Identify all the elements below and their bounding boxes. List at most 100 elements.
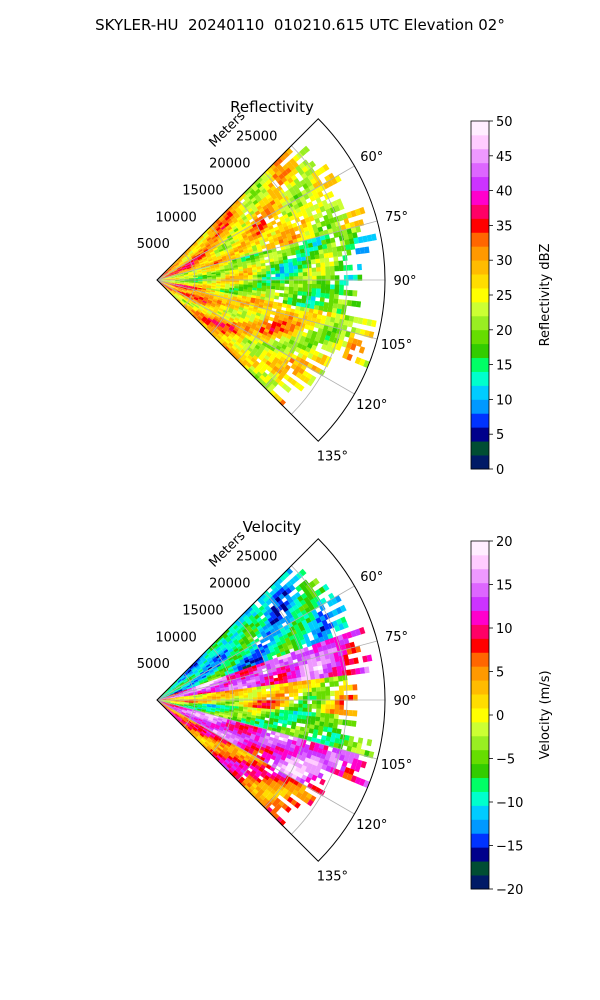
echo-cell <box>219 293 224 297</box>
echo-cell <box>341 229 348 236</box>
echo-cell <box>243 337 249 343</box>
echo-cell <box>170 696 175 698</box>
echo-cell <box>293 226 300 232</box>
echo-cell <box>271 780 278 787</box>
echo-cell <box>221 719 227 723</box>
echo-cell <box>184 294 190 298</box>
echo-cell <box>196 736 202 741</box>
echo-cell <box>186 300 191 305</box>
echo-cell <box>260 344 266 350</box>
echo-cell <box>161 281 166 284</box>
echo-cell <box>194 732 199 737</box>
echo-cell <box>208 659 214 665</box>
echo-cell <box>190 665 195 670</box>
echo-cell <box>217 298 223 302</box>
echo-cell <box>255 791 263 798</box>
echo-cell <box>299 306 305 312</box>
echo-cell <box>233 687 239 691</box>
echo-cell <box>289 728 296 734</box>
echo-cell <box>258 329 265 335</box>
echo-cell <box>287 678 293 684</box>
echo-cell <box>239 700 244 703</box>
echo-cell <box>192 718 198 722</box>
echo-cell <box>255 777 262 784</box>
echo-cell <box>299 726 305 732</box>
echo-cell <box>238 704 244 708</box>
echo-cell <box>200 672 206 677</box>
echo-cell <box>197 240 203 245</box>
echo-cell <box>226 749 233 754</box>
echo-cell <box>166 698 171 700</box>
echo-cell <box>209 294 215 298</box>
echo-cell <box>198 306 204 310</box>
echo-cell <box>302 264 308 270</box>
echo-cell <box>261 697 267 701</box>
echo-cell <box>165 696 171 699</box>
azimuth-tick-label: 90° <box>393 274 416 289</box>
echo-cell <box>305 641 312 648</box>
echo-cell <box>161 276 166 279</box>
echo-cell <box>221 243 227 248</box>
echo-cell <box>207 677 213 681</box>
echo-cell <box>237 245 243 250</box>
echo-cell <box>258 788 265 795</box>
echo-cell <box>233 211 239 218</box>
echo-cell <box>253 374 260 381</box>
echo-cell <box>184 702 189 705</box>
echo-cell <box>215 748 221 754</box>
echo-cell <box>195 665 201 670</box>
echo-cell <box>160 274 165 278</box>
echo-cell <box>261 288 267 292</box>
echo-cell <box>269 258 275 263</box>
echo-cell <box>270 288 276 293</box>
echo-cell <box>233 327 239 333</box>
echo-cell <box>264 676 270 681</box>
echo-cell <box>352 290 358 297</box>
echo-cell <box>246 774 253 781</box>
echo-cell <box>257 643 263 649</box>
echo-cell <box>165 702 171 705</box>
echo-cell <box>265 772 272 778</box>
echo-cell <box>306 238 313 245</box>
echo-cell <box>195 684 201 688</box>
echo-cell <box>227 246 233 251</box>
echo-cell <box>192 314 197 319</box>
echo-cell <box>262 596 270 603</box>
echo-cell <box>298 703 303 709</box>
echo-cell <box>203 652 208 658</box>
echo-cell <box>208 308 214 313</box>
echo-cell <box>236 758 242 765</box>
echo-cell <box>299 568 307 577</box>
echo-cell <box>225 703 230 706</box>
echo-cell <box>236 662 242 668</box>
echo-cell <box>205 732 211 737</box>
echo-cell <box>210 711 215 715</box>
echo-cell <box>220 692 226 696</box>
echo-cell <box>207 658 213 663</box>
echo-cell <box>213 727 219 732</box>
echo-cell <box>331 307 338 314</box>
echo-cell <box>160 274 165 278</box>
echo-cell <box>277 673 283 678</box>
echo-cell <box>296 181 303 189</box>
echo-cell <box>191 267 197 270</box>
echo-cell <box>255 744 262 750</box>
echo-cell <box>177 717 182 722</box>
echo-cell <box>280 280 285 284</box>
echo-cell <box>188 716 194 720</box>
echo-cell <box>243 327 250 333</box>
echo-cell <box>203 259 209 263</box>
echo-cell <box>247 692 253 696</box>
echo-cell <box>204 250 210 255</box>
echo-cell <box>292 714 298 719</box>
azimuth-tick-label: 60° <box>360 150 383 165</box>
echo-cell <box>228 228 234 234</box>
echo-cell <box>288 710 294 715</box>
echo-cell <box>229 305 235 310</box>
echo-cell <box>265 268 271 272</box>
echo-cell <box>225 280 230 283</box>
echo-cell <box>227 342 234 348</box>
echo-cell <box>170 279 176 280</box>
echo-cell <box>214 290 220 294</box>
echo-cell <box>239 238 245 244</box>
